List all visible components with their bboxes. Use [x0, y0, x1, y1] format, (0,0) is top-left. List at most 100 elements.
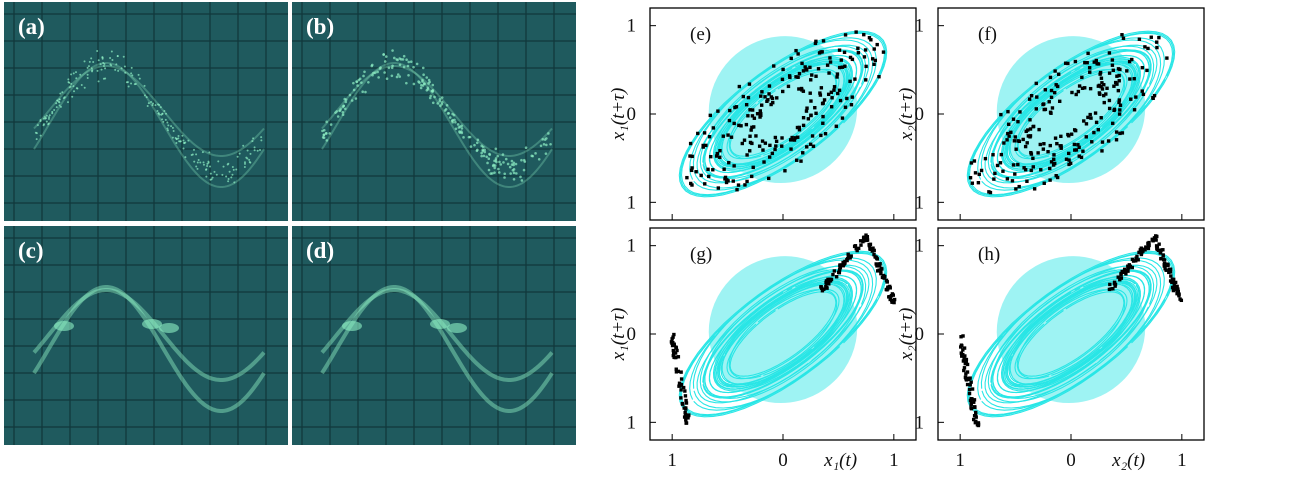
trace-dot — [396, 73, 400, 76]
data-point — [801, 69, 806, 73]
data-point — [740, 141, 744, 146]
data-point — [1011, 117, 1016, 121]
trace-dot — [524, 146, 528, 149]
trace-dot — [506, 162, 510, 166]
data-point — [1114, 138, 1119, 142]
data-point — [962, 368, 966, 373]
panel-label-a: (a) — [18, 14, 45, 39]
data-point — [1159, 256, 1163, 261]
trace-dot — [80, 84, 83, 87]
trace-dot — [145, 96, 148, 99]
trace-dot — [195, 153, 198, 156]
data-point — [869, 247, 873, 252]
data-point — [718, 148, 722, 153]
y-tick-label: 0 — [915, 324, 925, 345]
data-point — [748, 134, 752, 138]
data-point — [862, 55, 867, 59]
data-point — [1128, 77, 1132, 81]
data-point — [1155, 45, 1159, 50]
trace-dot — [451, 112, 454, 116]
data-point — [781, 67, 785, 72]
data-point — [1119, 272, 1123, 277]
phase-plot-f: 1 0 1 (f) x₂(t+τ) — [896, 7, 1205, 221]
trace-dot — [405, 81, 408, 85]
trace-dot — [162, 120, 165, 123]
trace-dot — [497, 171, 501, 174]
trace-dot — [137, 73, 140, 76]
trace-dot — [103, 63, 106, 66]
trace-dot — [221, 173, 224, 176]
trace-dot — [549, 142, 552, 146]
data-point — [789, 56, 793, 61]
data-point — [1035, 95, 1039, 99]
data-point — [674, 345, 678, 349]
trace-dot — [350, 99, 354, 102]
trace-dot — [167, 124, 170, 127]
data-point — [787, 74, 792, 78]
data-point — [767, 155, 772, 159]
data-point — [1169, 274, 1173, 278]
data-point — [1170, 277, 1175, 282]
attractor-orbit — [966, 250, 1176, 418]
data-point — [1048, 178, 1052, 182]
data-point — [1165, 56, 1169, 60]
data-point — [966, 376, 971, 381]
data-point — [965, 382, 970, 387]
trace-dot — [348, 93, 352, 97]
trace-dot — [177, 134, 180, 137]
data-point — [969, 380, 973, 384]
trace-dot — [47, 117, 50, 120]
trace-dot — [227, 162, 230, 165]
data-point — [794, 48, 798, 53]
attractor-orbit — [726, 288, 840, 380]
data-point — [672, 332, 676, 337]
trace-dot — [456, 123, 460, 126]
trace-dot — [498, 160, 501, 164]
trace-dot — [251, 140, 254, 143]
attractor-orbit — [702, 50, 863, 178]
data-point — [1011, 163, 1016, 167]
data-point — [865, 238, 870, 242]
data-point — [1018, 110, 1022, 114]
trace-dot — [227, 178, 230, 181]
trace-dot — [407, 73, 410, 77]
data-point — [961, 348, 965, 352]
trace-dot — [72, 72, 75, 75]
trace-dot — [201, 151, 204, 154]
data-point — [838, 98, 843, 103]
trace-dot — [231, 165, 234, 168]
trace-dot — [126, 81, 129, 84]
data-point — [750, 108, 755, 112]
data-point — [679, 388, 683, 392]
data-point — [827, 282, 831, 286]
trace-dot — [177, 137, 180, 140]
attractor-orbit — [715, 60, 851, 168]
data-point — [774, 139, 779, 144]
trace-dot — [117, 69, 120, 72]
data-point — [1155, 234, 1159, 239]
data-point — [822, 287, 826, 291]
data-point — [1108, 282, 1112, 287]
trace-dot — [97, 80, 100, 83]
data-point — [1098, 70, 1103, 75]
data-point — [819, 133, 823, 138]
trace-dot — [391, 49, 394, 52]
attractor-orbit — [1017, 71, 1125, 157]
attractor-orbit — [967, 31, 1175, 197]
trace-dot — [547, 132, 550, 135]
data-point — [1107, 287, 1112, 292]
attractor-orbit — [1000, 276, 1141, 392]
data-point — [726, 133, 730, 137]
attractor-orbit — [689, 257, 877, 411]
data-point — [1094, 58, 1099, 63]
data-point — [1142, 247, 1146, 251]
data-point — [1120, 33, 1124, 37]
data-point — [1163, 267, 1167, 271]
oscilloscope-photo-b: (b) — [292, 2, 576, 221]
data-point — [771, 100, 775, 105]
data-point — [1117, 112, 1122, 116]
data-point — [684, 401, 689, 405]
trace-dot — [222, 165, 225, 168]
trace-dot — [76, 87, 79, 90]
data-point — [1176, 289, 1181, 294]
